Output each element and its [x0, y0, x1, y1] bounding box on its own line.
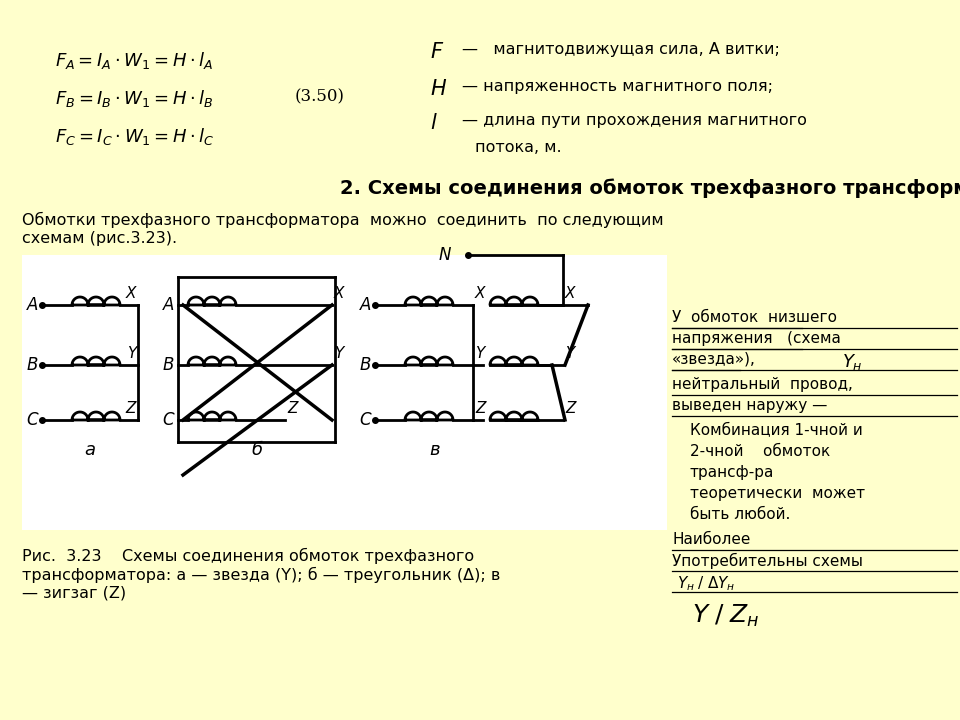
Text: теоретически  может: теоретически может	[690, 486, 865, 501]
Text: Наиболее: Наиболее	[672, 532, 751, 547]
Text: C: C	[26, 411, 38, 429]
Text: A: A	[27, 296, 38, 314]
Text: Y: Y	[334, 346, 344, 361]
Text: а: а	[84, 441, 95, 459]
Text: — напряженность магнитного поля;: — напряженность магнитного поля;	[462, 79, 773, 94]
Text: Y: Y	[127, 346, 136, 361]
Bar	[22, 255, 667, 530]
Text: $F_A = I_A \cdot W_1 = H \cdot l_A$: $F_A = I_A \cdot W_1 = H \cdot l_A$	[55, 50, 213, 71]
Text: напряжения   (схема: напряжения (схема	[672, 331, 841, 346]
Text: потока, м.: потока, м.	[475, 140, 562, 155]
Text: $Y_н \; / \; \Delta Y_н$: $Y_н \; / \; \Delta Y_н$	[677, 574, 735, 593]
Text: б: б	[251, 441, 262, 459]
Text: N: N	[439, 246, 451, 264]
Text: $Y \; / \; Z_н$: $Y \; / \; Z_н$	[692, 603, 759, 629]
Text: Употребительны схемы: Употребительны схемы	[672, 553, 863, 569]
Text: X: X	[565, 286, 575, 301]
Text: A: A	[162, 296, 174, 314]
Text: $H$: $H$	[430, 79, 447, 99]
Text: X: X	[475, 286, 486, 301]
Text: Y: Y	[565, 346, 574, 361]
Text: B: B	[360, 356, 371, 374]
Text: «звезда»),: «звезда»),	[672, 352, 756, 367]
Text: C: C	[162, 411, 174, 429]
Text: У  обмоток  низшего: У обмоток низшего	[672, 310, 837, 325]
Text: $F_C = I_C \cdot W_1 = H \cdot l_C$: $F_C = I_C \cdot W_1 = H \cdot l_C$	[55, 126, 214, 147]
Text: $F$: $F$	[430, 42, 444, 62]
Text: нейтральный  провод,: нейтральный провод,	[672, 377, 852, 392]
Text: 2-чной    обмоток: 2-чной обмоток	[690, 444, 830, 459]
Text: $F_B = I_B \cdot W_1 = H \cdot l_B$: $F_B = I_B \cdot W_1 = H \cdot l_B$	[55, 88, 213, 109]
Text: $Y_н$: $Y_н$	[842, 352, 863, 372]
Text: —   магнитодвижущая сила, А витки;: — магнитодвижущая сила, А витки;	[462, 42, 780, 57]
Text: Рис.  3.23    Схемы соединения обмоток трехфазного
трансформатора: а — звезда (Y: Рис. 3.23 Схемы соединения обмоток трехф…	[22, 548, 500, 600]
Text: 2. Схемы соединения обмоток трехфазного трансформатора: 2. Схемы соединения обмоток трехфазного …	[340, 178, 960, 197]
Text: X: X	[334, 286, 345, 301]
Text: Z: Z	[287, 401, 298, 416]
Text: Комбинация 1-чной и: Комбинация 1-чной и	[690, 423, 863, 438]
Text: C: C	[359, 411, 371, 429]
Text: A: A	[360, 296, 371, 314]
Text: B: B	[27, 356, 38, 374]
Text: в: в	[430, 441, 441, 459]
Text: Z: Z	[475, 401, 486, 416]
Text: Обмотки трехфазного трансформатора  можно  соединить  по следующим
схемам (рис.3: Обмотки трехфазного трансформатора можно…	[22, 212, 663, 246]
Text: трансф-ра: трансф-ра	[690, 465, 775, 480]
Text: (3.50): (3.50)	[295, 88, 345, 105]
Text: быть любой.: быть любой.	[690, 507, 790, 522]
Text: Z: Z	[126, 401, 136, 416]
Text: Y: Y	[475, 346, 485, 361]
Text: Z: Z	[565, 401, 575, 416]
Text: — длина пути прохождения магнитного: — длина пути прохождения магнитного	[462, 113, 806, 128]
Text: B: B	[162, 356, 174, 374]
Text: X: X	[126, 286, 136, 301]
Text: $l$: $l$	[430, 113, 438, 133]
Text: выведен наружу —: выведен наружу —	[672, 398, 828, 413]
